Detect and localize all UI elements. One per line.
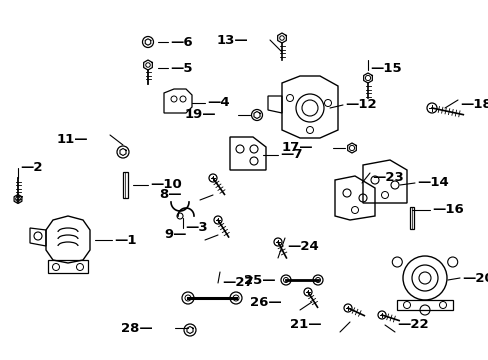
- Text: —27: —27: [222, 275, 253, 288]
- Text: 8—: 8—: [159, 189, 182, 202]
- Text: —16: —16: [431, 203, 463, 216]
- Text: 17—: 17—: [281, 141, 312, 154]
- Text: —3: —3: [184, 221, 207, 234]
- Text: 28—: 28—: [121, 321, 153, 334]
- Text: —15: —15: [369, 62, 401, 75]
- Text: 21—: 21—: [290, 318, 321, 330]
- Text: 9—: 9—: [164, 229, 186, 242]
- Text: —23: —23: [371, 171, 403, 184]
- Text: —1: —1: [114, 234, 136, 247]
- Text: —6: —6: [170, 36, 192, 49]
- Bar: [409, 207, 413, 229]
- Text: —7: —7: [280, 148, 302, 162]
- Text: 26—: 26—: [250, 296, 282, 309]
- Text: 13—: 13—: [216, 33, 247, 46]
- Text: —5: —5: [170, 62, 192, 75]
- Text: 19—: 19—: [184, 108, 216, 121]
- Text: —4: —4: [206, 96, 229, 109]
- Text: —24: —24: [286, 239, 318, 252]
- Text: 11—: 11—: [56, 134, 88, 147]
- Text: —12: —12: [345, 99, 376, 112]
- Text: —22: —22: [396, 318, 428, 330]
- Text: —2: —2: [20, 162, 42, 175]
- Text: —14: —14: [416, 176, 448, 189]
- Bar: [123, 172, 128, 198]
- Text: —20: —20: [461, 271, 488, 284]
- Text: —18: —18: [459, 99, 488, 112]
- Text: —10: —10: [150, 179, 182, 192]
- Text: 25—: 25—: [244, 274, 275, 287]
